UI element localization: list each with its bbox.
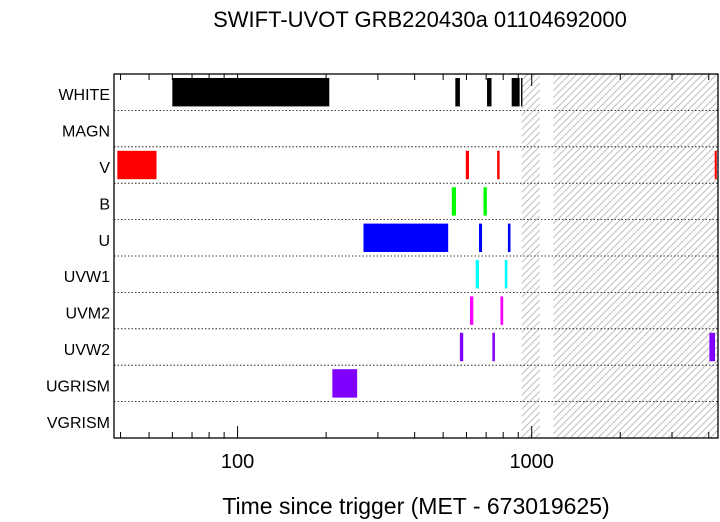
bar-uvw2-1 — [492, 332, 495, 362]
x-tick-label-100: 100 — [221, 451, 254, 473]
x-tick-labels: 100 1000 — [221, 451, 554, 473]
rows-layer — [114, 110, 718, 403]
bar-white-4 — [521, 78, 523, 107]
bar-white-1 — [455, 78, 460, 107]
row-label-magn: MAGN — [62, 124, 110, 141]
x-axis-label: Time since trigger (MET - 673019625) — [222, 493, 609, 519]
row-label-uvm2: UVM2 — [66, 306, 111, 323]
bars-layer — [117, 78, 717, 398]
bar-b-1 — [483, 187, 487, 216]
row-label-b: B — [99, 196, 110, 213]
bar-u-2 — [507, 223, 511, 252]
bar-u-1 — [479, 223, 483, 252]
bar-v-3 — [714, 150, 717, 180]
row-label-white: WHITE — [58, 87, 110, 104]
bar-uvw1-1 — [504, 260, 508, 289]
row-label-u: U — [98, 233, 110, 250]
plot-frame — [113, 73, 719, 439]
row-label-v: V — [99, 160, 110, 177]
row-label-uvw2: UVW2 — [64, 342, 110, 359]
row-label-uvw1: UVW1 — [64, 269, 110, 286]
bar-v-2 — [497, 150, 500, 180]
bar-uvw1-0 — [475, 260, 480, 289]
bar-white-2 — [487, 78, 492, 107]
bar-white-0 — [172, 78, 330, 107]
row-label-ugrism: UGRISM — [46, 378, 110, 395]
bar-white-3 — [511, 78, 520, 107]
y-labels: WHITE MAGN V B U UVW1 UVM2 UVW2 UGRISM VGRISM — [46, 87, 110, 432]
ticks-layer — [120, 74, 710, 438]
bar-u-0 — [363, 223, 449, 252]
bar-uvw2-0 — [459, 332, 464, 362]
bar-ugrism-0 — [332, 369, 358, 398]
x-tick-label-1000: 1000 — [509, 451, 554, 473]
bar-uvm2-1 — [500, 296, 504, 325]
bar-uvw2-2 — [709, 332, 715, 362]
chart-title: SWIFT-UVOT GRB220430a 01104692000 — [213, 7, 627, 32]
bar-b-0 — [451, 187, 457, 216]
row-label-vgrism: VGRISM — [47, 415, 110, 432]
bar-uvm2-0 — [470, 296, 474, 325]
bar-v-0 — [117, 150, 157, 180]
bar-v-1 — [465, 150, 469, 180]
